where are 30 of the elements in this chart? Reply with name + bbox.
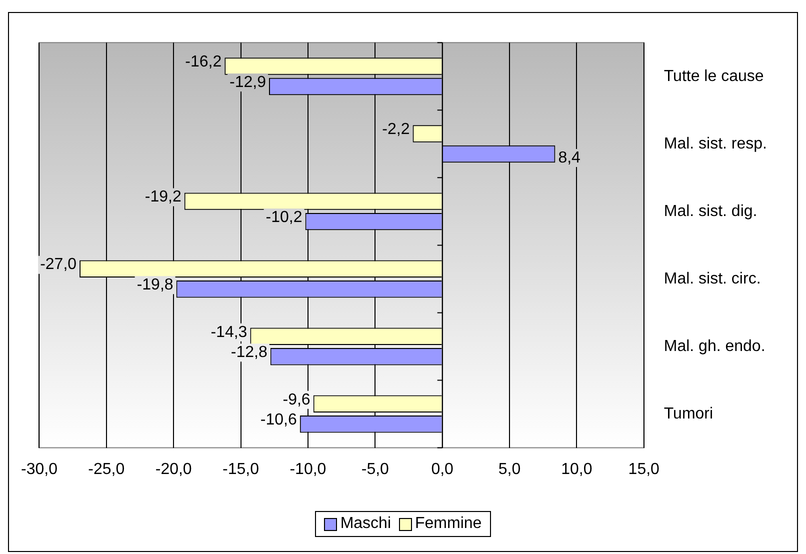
y-tick-label: Mal. gh. endo. <box>664 338 766 355</box>
data-label: -9,6 <box>282 391 310 408</box>
data-label: -19,2 <box>144 188 182 206</box>
x-tick-label: 0,0 <box>431 460 454 478</box>
x-tick-label: -25,0 <box>88 460 125 478</box>
data-label: 8,4 <box>558 149 581 166</box>
text: Femmine <box>415 515 482 533</box>
data-label: -10,6 <box>260 412 297 429</box>
y-tick-label: Mal. sist. circ. <box>664 270 761 288</box>
x-tick-label: -15,0 <box>222 460 260 478</box>
legend-label: Maschi <box>340 515 391 533</box>
x-tick-label: 15,0 <box>628 460 660 478</box>
x-tick-label: 10,0 <box>561 460 592 478</box>
data-label: -12,9 <box>230 74 266 91</box>
data-label: -12,8 <box>230 344 268 362</box>
y-tick-label: Mal. sist. resp. <box>664 135 768 152</box>
data-label: -16,2 <box>185 54 222 71</box>
x-tick-label: -30,0 <box>21 460 58 478</box>
x-tick-label: -20,0 <box>155 460 192 478</box>
data-label: -19,8 <box>136 276 174 294</box>
data-label: -14,3 <box>210 324 248 341</box>
x-tick-label: 5,0 <box>498 460 521 478</box>
data-label: -2,2 <box>382 121 410 138</box>
data-label: -27,0 <box>40 256 77 274</box>
data-label: -10,2 <box>266 208 302 226</box>
y-tick-label: Mal. sist. dig. <box>664 202 758 220</box>
x-tick-label: -10,0 <box>290 460 326 478</box>
y-tick-label: Tumori <box>664 405 714 422</box>
y-tick-label: Tutte le cause <box>664 68 764 85</box>
x-tick-label: -5,0 <box>361 460 390 478</box>
